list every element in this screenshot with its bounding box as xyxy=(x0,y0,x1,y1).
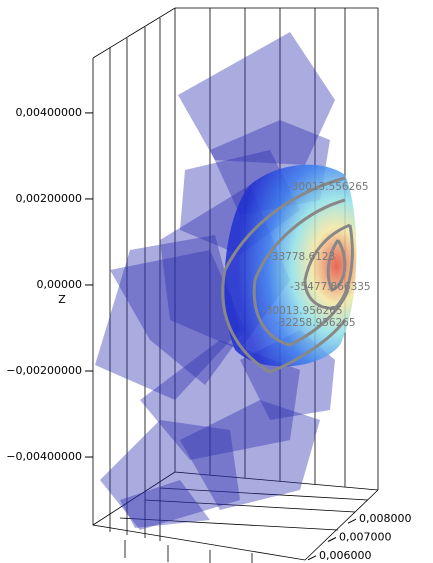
z-axis-label: Z xyxy=(58,293,66,306)
z-tick-label: −0,00200000 xyxy=(6,364,82,377)
y-tick xyxy=(327,537,337,542)
z-tick-label: 0,00000 xyxy=(37,278,83,291)
x-ticks xyxy=(124,540,253,563)
contour-label: -35477.866335 xyxy=(290,281,371,293)
y-tick xyxy=(307,555,317,561)
z-tick-label: 0,00200000 xyxy=(16,192,82,205)
contour-label: -33778.6123 xyxy=(268,251,335,263)
surface xyxy=(95,32,357,530)
z-tick-label: 0,00400000 xyxy=(16,106,82,119)
contour-label: -32258.956265 xyxy=(275,317,356,329)
contour-label: -30013.956265 xyxy=(262,305,343,317)
contour-label: -30013.556265 xyxy=(288,181,369,193)
z-tick-label: −0,00400000 xyxy=(6,450,82,463)
contour-labels: -30013.556265 -33778.6123 -35477.866335 … xyxy=(262,181,371,329)
y-tick-label: 0,008000 xyxy=(359,512,412,525)
y-tick xyxy=(347,518,357,524)
y-tick-label: 0,007000 xyxy=(339,531,392,544)
y-tick-label: 0,006000 xyxy=(319,549,372,562)
